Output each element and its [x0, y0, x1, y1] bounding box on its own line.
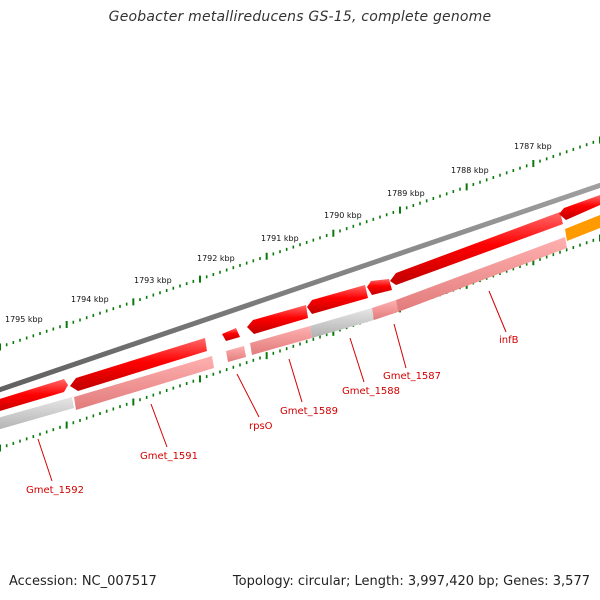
kbp-label: 1793 kbp — [134, 276, 172, 285]
gene-feature — [250, 326, 312, 355]
gene-leader-line — [349, 337, 365, 383]
kbp-label: 1792 kbp — [197, 254, 235, 263]
cds-feature — [70, 338, 207, 391]
kbp-labels: 1787 kbp 1788 kbp 1789 kbp 1790 kbp 1791… — [5, 142, 552, 324]
gene-labels: infB Gmet_1587 Gmet_1588 Gmet_1589 rpsO … — [26, 290, 519, 496]
accession-text: Accession: NC_007517 — [9, 574, 157, 589]
gene-label: Gmet_1587 — [383, 371, 441, 382]
gene-feature — [0, 397, 74, 430]
kbp-label: 1795 kbp — [5, 315, 43, 324]
genome-backbone — [0, 182, 600, 393]
cds-feature — [367, 279, 392, 295]
kbp-label: 1790 kbp — [324, 211, 362, 220]
cds-track — [0, 195, 600, 412]
gene-track — [0, 215, 600, 430]
gene-feature — [74, 356, 214, 410]
kbp-label: 1787 kbp — [514, 142, 552, 151]
genome-stats-text: Topology: circular; Length: 3,997,420 bp… — [232, 574, 590, 589]
gene-leader-line — [288, 358, 303, 403]
kbp-label: 1788 kbp — [451, 166, 489, 175]
gene-feature — [226, 346, 246, 362]
gene-label: Gmet_1589 — [280, 406, 338, 417]
kbp-label: 1794 kbp — [71, 295, 109, 304]
gene-label: Gmet_1588 — [342, 386, 400, 397]
gene-label: Gmet_1591 — [140, 451, 198, 462]
cds-feature — [559, 195, 600, 220]
gene-leader-line — [37, 438, 53, 482]
map-title: Geobacter metallireducens GS-15, complet… — [108, 9, 492, 25]
kbp-label: 1791 kbp — [261, 234, 299, 243]
gene-leader-line — [488, 290, 507, 333]
gene-leader-line — [236, 373, 260, 418]
cds-feature — [307, 285, 368, 314]
cds-feature — [222, 328, 240, 341]
gene-feature — [310, 308, 374, 338]
kbp-label: 1789 kbp — [387, 189, 425, 198]
kbp-scale — [0, 136, 600, 351]
cds-feature — [390, 212, 563, 285]
gene-label: Gmet_1592 — [26, 485, 84, 496]
gene-leader-line — [150, 403, 168, 448]
gene-feature — [372, 300, 398, 320]
gene-feature — [396, 237, 567, 312]
gene-label: infB — [499, 335, 519, 346]
cds-feature — [247, 305, 308, 334]
gene-label: rpsO — [249, 421, 273, 432]
gene-leader-line — [393, 323, 407, 369]
cds-feature — [0, 379, 68, 412]
gene-feature — [565, 215, 600, 241]
